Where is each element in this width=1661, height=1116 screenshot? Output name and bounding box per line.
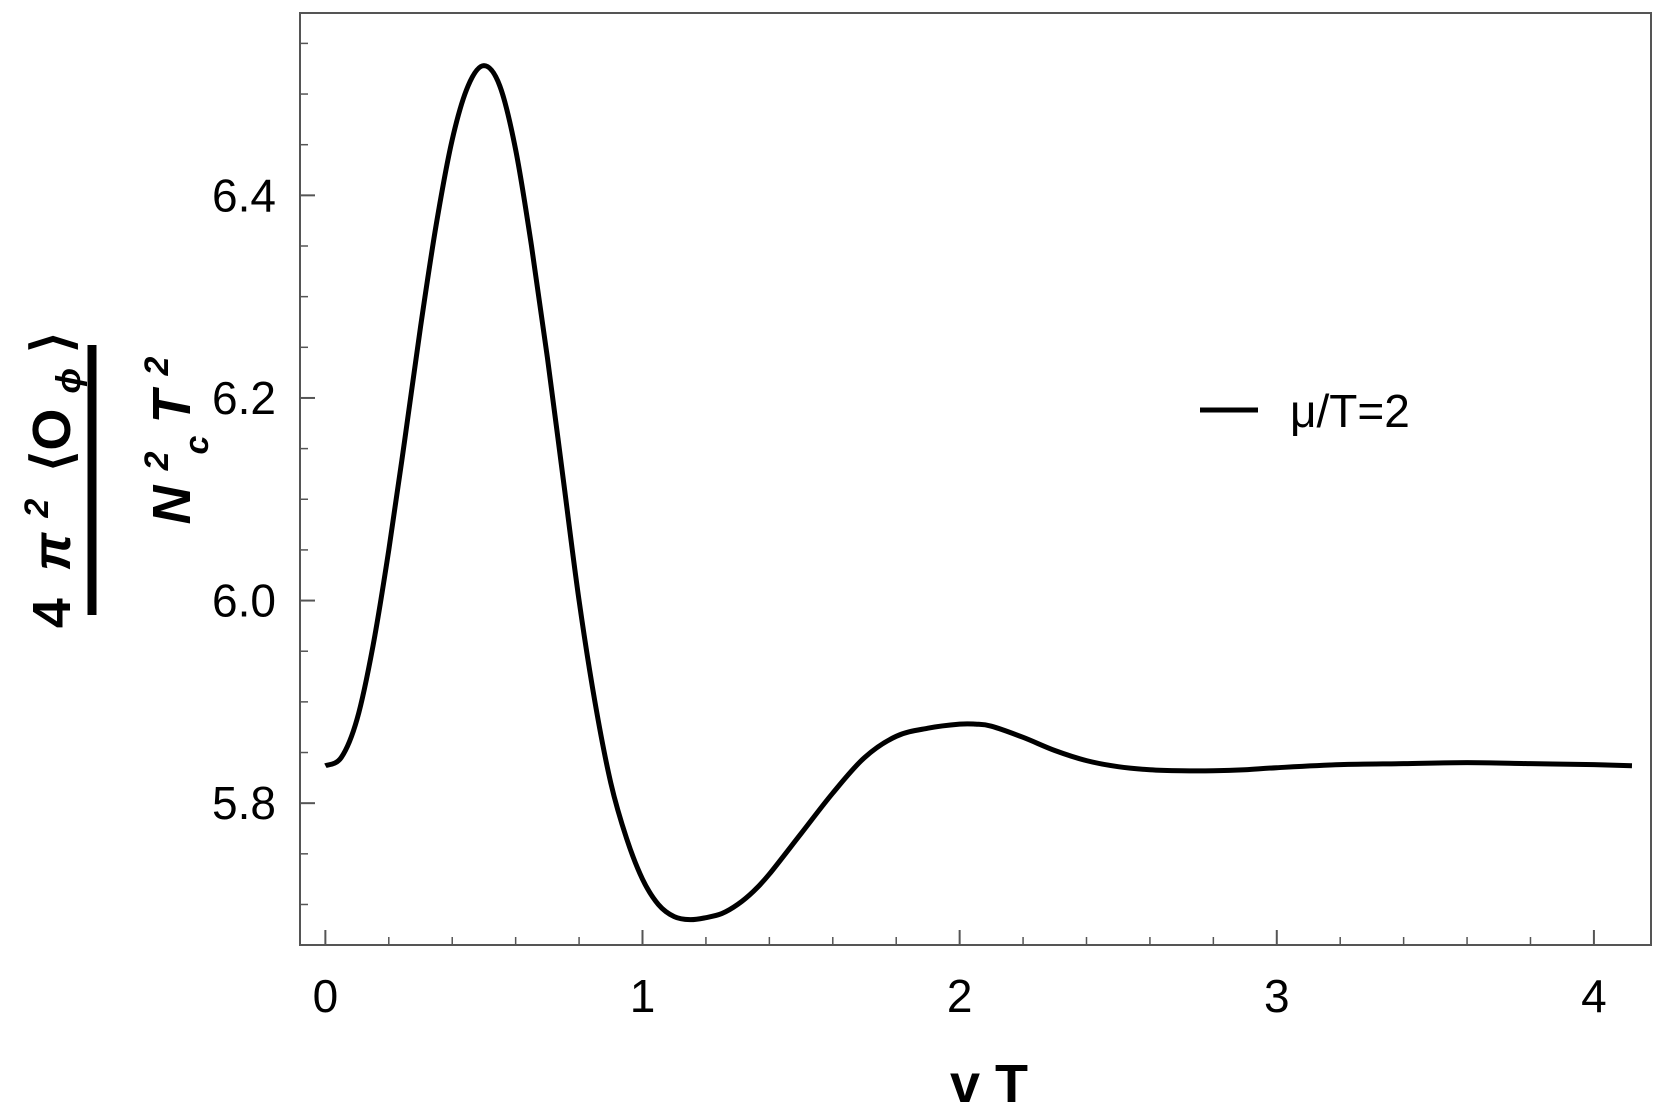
y-label-N-exp: 2 — [138, 451, 176, 471]
x-tick-label: 0 — [313, 970, 339, 1022]
major-ticks — [300, 194, 1595, 945]
x-tick-label: 3 — [1264, 970, 1290, 1022]
y-axis-title: 4 π 2 ⟨O ϕ ⟩ N 2 c — [0, 332, 216, 628]
y-label-pi: π — [22, 532, 82, 571]
y-label-T: T — [142, 386, 202, 423]
y-label-op-close: ⟩ — [22, 332, 82, 353]
minor-ticks — [300, 42, 1532, 945]
legend: μ/T=2 — [1200, 385, 1410, 437]
x-tick-label: 1 — [630, 970, 656, 1022]
y-axis-title-right: T 2 — [138, 356, 202, 423]
x-tick-label: 4 — [1581, 970, 1607, 1022]
series-layer — [324, 63, 1633, 923]
y-tick-label: 6.0 — [212, 575, 276, 627]
y-label-pi-exp: 2 — [18, 499, 56, 519]
y-label-T-denominator: T 2 — [138, 356, 202, 423]
y-tick-label: 6.4 — [212, 169, 276, 221]
y-label-numerator: 4 π 2 ⟨O ϕ ⟩ — [0, 332, 92, 628]
series-line — [324, 63, 1633, 923]
x-tick-label: 2 — [947, 970, 973, 1022]
y-label-N: N — [142, 484, 202, 524]
y-label-T-exp: 2 — [138, 356, 176, 376]
plot-frame — [299, 12, 1652, 946]
x-axis-title: v T — [950, 1054, 1028, 1114]
x-tick-labels: 0 1 2 3 4 — [313, 970, 1607, 1022]
y-label-four: 4 — [22, 598, 82, 628]
legend-label: μ/T=2 — [1290, 385, 1410, 437]
y-label-op-sub: ϕ — [50, 368, 88, 394]
y-label-op: ⟨O — [22, 409, 82, 472]
y-tick-label: 6.2 — [212, 372, 276, 424]
y-label-denominator: N 2 c — [120, 435, 216, 524]
y-label-N-sub: c — [178, 435, 216, 454]
y-tick-labels: 5.8 6.0 6.2 6.4 — [212, 169, 276, 829]
y-tick-label: 5.8 — [212, 777, 276, 829]
